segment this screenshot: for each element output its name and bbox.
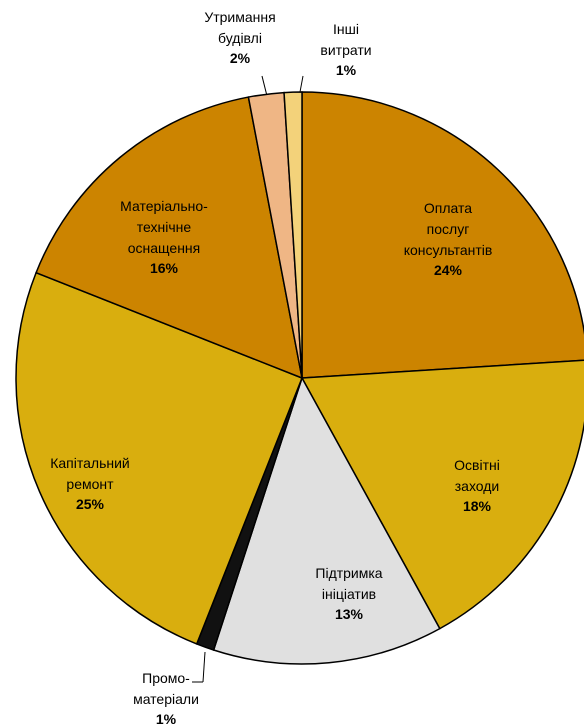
slice-label: Утримання будівлі: [204, 9, 275, 46]
slice-label: Інші витрати: [320, 21, 371, 58]
pie-slice: [300, 359, 584, 630]
slice-value-label: 16%: [150, 260, 179, 276]
slice-value-label: 1%: [156, 711, 177, 727]
pie-slice: [301, 91, 584, 379]
slice-label: Освітні заходи: [454, 457, 500, 494]
leader-line: [202, 651, 206, 683]
slice-value-label: 2%: [230, 50, 251, 66]
pie-slice: [283, 91, 303, 379]
slice-value-label: 25%: [76, 496, 105, 512]
pie-slice: [212, 376, 441, 665]
slice-label: Промо-матеріали: [133, 670, 199, 707]
slice-label: Матеріально-технічне оснащення: [120, 198, 208, 256]
slice-value-label: 13%: [335, 606, 364, 622]
slice-label: Підтримка ініціатив: [315, 565, 382, 602]
pie-slice: [35, 96, 303, 380]
slice-value-label: 1%: [336, 62, 357, 78]
slice-label: Капітальний ремонт: [50, 455, 130, 492]
pie-slice: [15, 271, 303, 645]
slice-value-label: 18%: [463, 498, 492, 514]
slice-value-label: 24%: [434, 262, 463, 278]
leader-line: [299, 75, 304, 93]
slice-label: Оплата послуг консультантів: [404, 200, 493, 258]
